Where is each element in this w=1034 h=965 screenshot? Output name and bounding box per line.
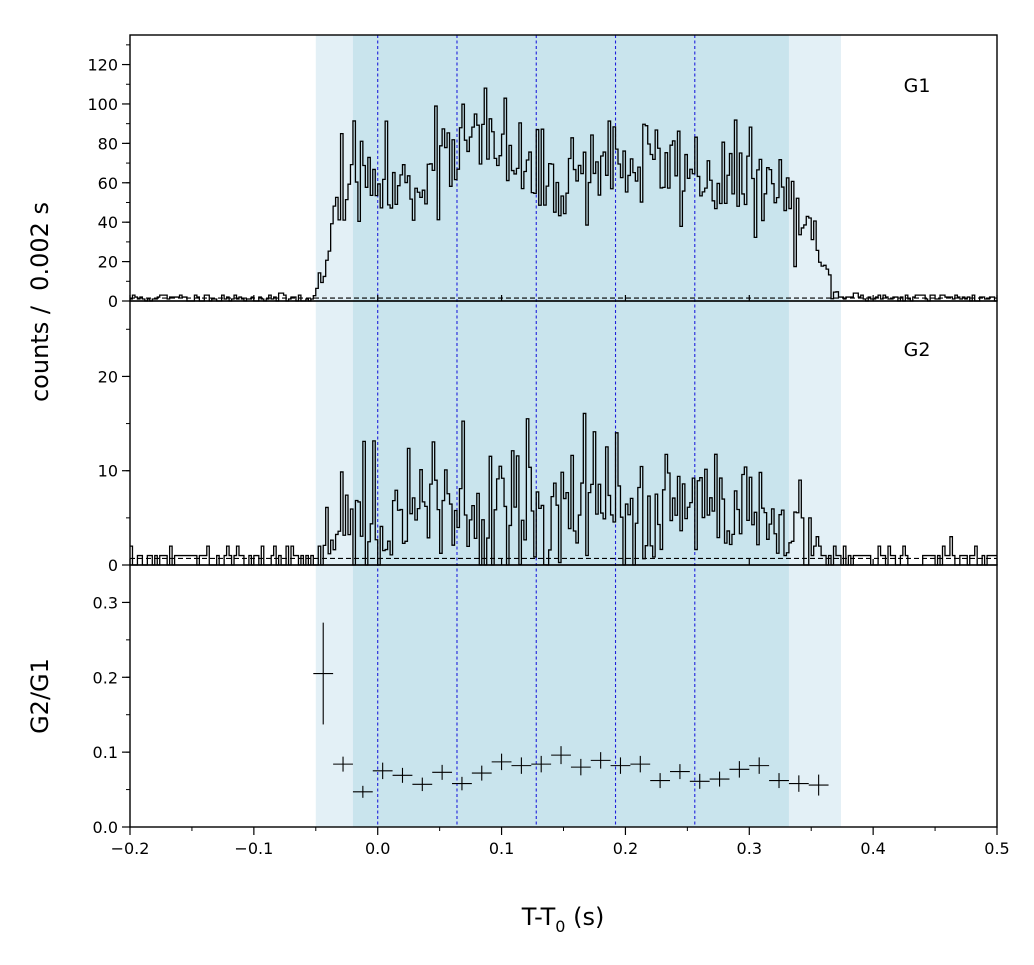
- x-tick-label: −0.2: [111, 839, 150, 858]
- ratio-point: [689, 773, 710, 789]
- ratio-point: [452, 776, 472, 791]
- g1-y-tick-label: 80: [98, 134, 118, 153]
- ratio-y-tick-label: 0.3: [93, 593, 118, 612]
- ratio-point: [808, 774, 829, 796]
- x-tick-label: −0.1: [234, 839, 273, 858]
- x-tick-label: 0.5: [984, 839, 1009, 858]
- g1-y-tick-label: 0: [108, 292, 118, 311]
- ratio-point: [729, 761, 750, 778]
- ratio-point: [471, 765, 492, 781]
- ratio-point: [709, 771, 730, 787]
- ratio-point: [412, 777, 433, 792]
- ratio-point: [788, 775, 809, 792]
- ratio-point: [531, 755, 552, 773]
- labels: G1 G2 counts / 0.002 s G2/G1 T-T0 (s): [26, 75, 930, 936]
- ratio-point: [610, 757, 631, 774]
- ratio-point: [352, 785, 373, 798]
- ratio-point: [570, 758, 591, 776]
- axes: 0 20 40 60 80 100 120 0 10 20 0.0 0.1 0.2 0.3 −0.2 −0.1…: [87, 34, 1010, 858]
- g1-y-tick-label: 100: [87, 95, 118, 114]
- y-axis-title-counts: counts / 0.002 s: [26, 202, 54, 402]
- x-axis-title: T-T0 (s): [521, 903, 605, 936]
- ratio-point: [491, 753, 512, 771]
- ratio-y-tick-label: 0.2: [93, 668, 118, 687]
- ratio-point: [749, 757, 770, 774]
- plot-area: [130, 87, 997, 798]
- ratio-point: [313, 622, 334, 725]
- ratio-point: [590, 752, 611, 769]
- ratio-y-tick-label: 0.1: [93, 743, 118, 762]
- ratio-point: [432, 764, 453, 780]
- x-tick-label: 0.0: [365, 839, 390, 858]
- ratio-point: [333, 756, 353, 772]
- ratio-point: [551, 746, 571, 765]
- x-tick-label: 0.3: [737, 839, 762, 858]
- g2-y-tick-label: 10: [98, 462, 118, 481]
- g2-y-tick-label: 20: [98, 367, 118, 386]
- ratio-point: [511, 757, 532, 774]
- x-tick-label: 0.2: [613, 839, 638, 858]
- panel-label-g2: G2: [904, 339, 931, 361]
- ratio-y-tick-label: 0.0: [93, 818, 118, 837]
- x-tick-label: 0.1: [489, 839, 514, 858]
- y-axis-title-ratio: G2/G1: [26, 658, 54, 734]
- g1-y-tick-label: 20: [98, 253, 118, 272]
- g1-y-tick-label: 40: [98, 213, 118, 232]
- shaded-intervals: [315, 35, 841, 827]
- ratio-point: [769, 773, 789, 789]
- x-tick-label: 0.4: [860, 839, 885, 858]
- g1-y-tick-label: 120: [87, 56, 118, 75]
- ratio-point: [372, 762, 393, 780]
- panel-label-g1: G1: [904, 75, 931, 97]
- ratio-point: [670, 764, 690, 780]
- g1-y-tick-label: 60: [98, 174, 118, 193]
- ratio-point: [650, 773, 671, 789]
- ratio-point: [630, 755, 651, 773]
- inner-interval: [352, 35, 789, 827]
- g2-y-tick-label: 0: [108, 556, 118, 575]
- ratio-point: [392, 767, 413, 783]
